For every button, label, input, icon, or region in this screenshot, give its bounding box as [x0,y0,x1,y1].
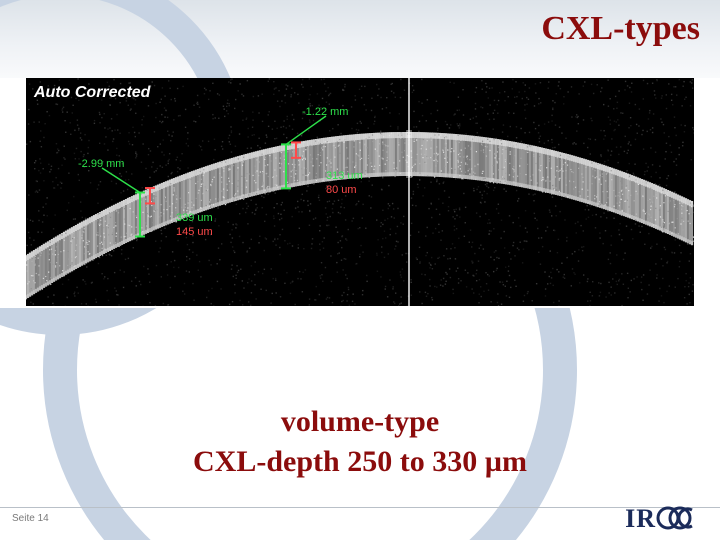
measurement-position-label: -1.22 mm [302,106,348,120]
logo-text-ir: IR [625,504,656,533]
footer-divider [0,507,720,508]
oct-scan-image: Auto Corrected -1.22 mm 313 um80 um -2.99 … [26,78,694,306]
logo-rings-icon [656,505,702,531]
caption-cxl-depth: CXL-depth 250 to 330 µm [0,445,720,479]
measurement-value-label: 313 um80 um [326,170,363,198]
iroc-logo: IR [625,504,702,534]
caption-volume-type: volume-type [0,405,720,439]
measurement-position-label: -2.99 mm [78,158,124,172]
auto-corrected-label: Auto Corrected [34,84,150,102]
oct-scan-container: Auto Corrected -1.22 mm 313 um80 um -2.99 … [0,78,720,308]
page-number: Seite 14 [12,513,49,524]
vertical-scan-marker [408,78,410,306]
slide-title: CXL-types [541,10,700,48]
measurement-value-label: 339 um145 um [176,212,213,240]
